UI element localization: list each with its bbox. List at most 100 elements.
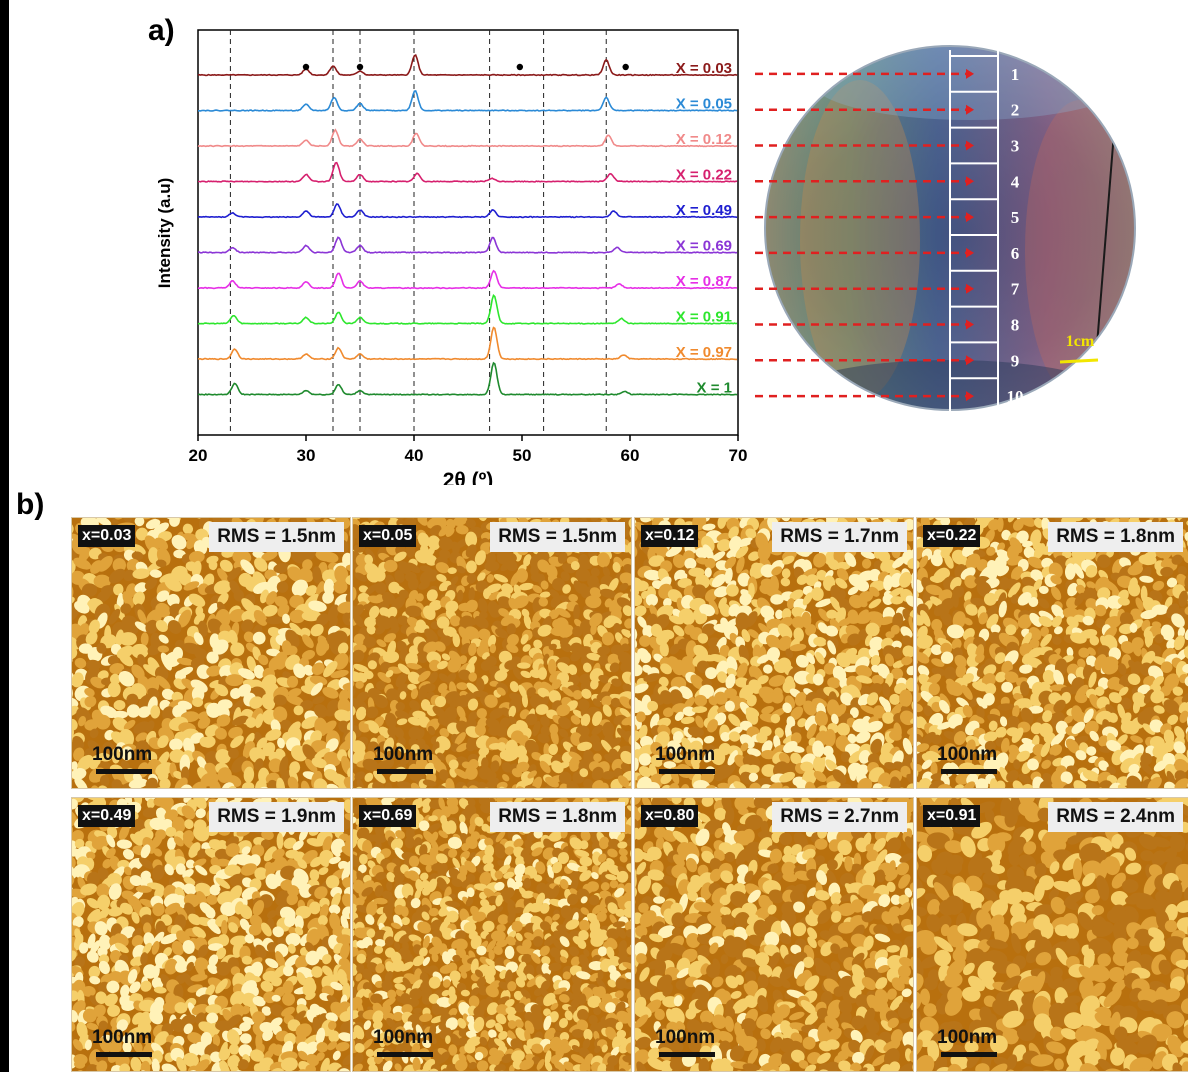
- grain: [520, 670, 532, 679]
- grain: [89, 995, 100, 1006]
- grain: [813, 756, 825, 774]
- grain: [869, 636, 884, 651]
- grain: [426, 589, 438, 602]
- grain: [422, 605, 436, 621]
- grain: [380, 661, 391, 673]
- grain: [640, 518, 654, 523]
- grain: [557, 662, 571, 674]
- grain: [570, 651, 582, 662]
- grain: [674, 711, 684, 721]
- grain: [295, 905, 312, 919]
- grain: [237, 550, 252, 563]
- grain: [476, 708, 488, 719]
- grain: [266, 941, 278, 953]
- grain: [382, 650, 400, 664]
- grain: [489, 644, 497, 654]
- grain: [425, 864, 433, 873]
- grain: [265, 958, 279, 969]
- grain: [418, 580, 430, 590]
- grain: [197, 848, 208, 859]
- grain: [265, 861, 277, 878]
- grain: [768, 675, 786, 687]
- grain: [1149, 719, 1164, 733]
- grain: [405, 652, 419, 667]
- grain: [778, 635, 792, 651]
- grain: [207, 963, 218, 975]
- grain: [438, 830, 449, 839]
- grain: [1029, 518, 1044, 522]
- grain: [292, 840, 304, 851]
- grain: [702, 523, 716, 531]
- grain: [255, 779, 267, 788]
- grain: [866, 720, 883, 733]
- grain: [108, 568, 126, 584]
- grain: [309, 901, 321, 915]
- grain: [646, 613, 658, 628]
- grain: [319, 904, 329, 919]
- grain: [96, 883, 110, 898]
- grain: [1183, 646, 1188, 660]
- grain: [183, 876, 196, 886]
- grain: [156, 590, 170, 602]
- grain: [903, 518, 913, 523]
- grain: [790, 725, 801, 735]
- grain: [126, 693, 139, 706]
- grain: [984, 683, 997, 695]
- grain: [575, 568, 591, 582]
- grain: [164, 902, 181, 915]
- phase-marker-dot: [356, 63, 364, 71]
- grain: [1132, 642, 1142, 657]
- grain: [813, 553, 827, 568]
- grain: [183, 581, 200, 591]
- grain: [197, 716, 211, 729]
- grain: [477, 598, 488, 614]
- grain: [494, 881, 505, 891]
- grain: [826, 609, 838, 619]
- grain: [333, 580, 348, 594]
- grain: [1017, 614, 1033, 629]
- grain: [899, 571, 912, 588]
- grain: [659, 690, 673, 705]
- grain: [78, 623, 90, 637]
- grain: [620, 750, 631, 765]
- grain: [997, 703, 1015, 711]
- grain: [1098, 780, 1114, 788]
- grain: [465, 766, 478, 780]
- grain: [774, 727, 784, 738]
- grain: [905, 595, 913, 607]
- grain: [761, 749, 777, 760]
- grain: [931, 658, 945, 667]
- grain: [857, 598, 868, 608]
- grain: [567, 893, 579, 906]
- grain: [726, 667, 738, 677]
- grain: [724, 556, 737, 569]
- grain: [735, 612, 750, 630]
- grain: [749, 563, 766, 579]
- grain: [1166, 770, 1176, 785]
- grain: [777, 623, 793, 640]
- grain: [457, 694, 471, 708]
- grain: [328, 1030, 340, 1043]
- grain: [428, 907, 439, 917]
- position-number: 2: [1011, 101, 1020, 120]
- grain: [281, 1006, 295, 1017]
- grain: [353, 663, 369, 673]
- grain: [331, 788, 351, 789]
- grain: [901, 635, 912, 646]
- grain: [791, 745, 805, 753]
- grain: [607, 737, 622, 748]
- grain: [513, 595, 529, 609]
- grain: [1073, 563, 1085, 579]
- grain: [330, 981, 344, 991]
- grain: [1051, 781, 1070, 788]
- grain: [649, 604, 659, 619]
- grain: [375, 680, 386, 691]
- grain: [557, 761, 571, 769]
- grain: [145, 777, 158, 788]
- grain: [540, 716, 550, 727]
- grain: [195, 808, 206, 819]
- grain: [1034, 518, 1044, 529]
- grain: [394, 570, 405, 583]
- grain: [338, 738, 350, 753]
- grain: [72, 718, 78, 731]
